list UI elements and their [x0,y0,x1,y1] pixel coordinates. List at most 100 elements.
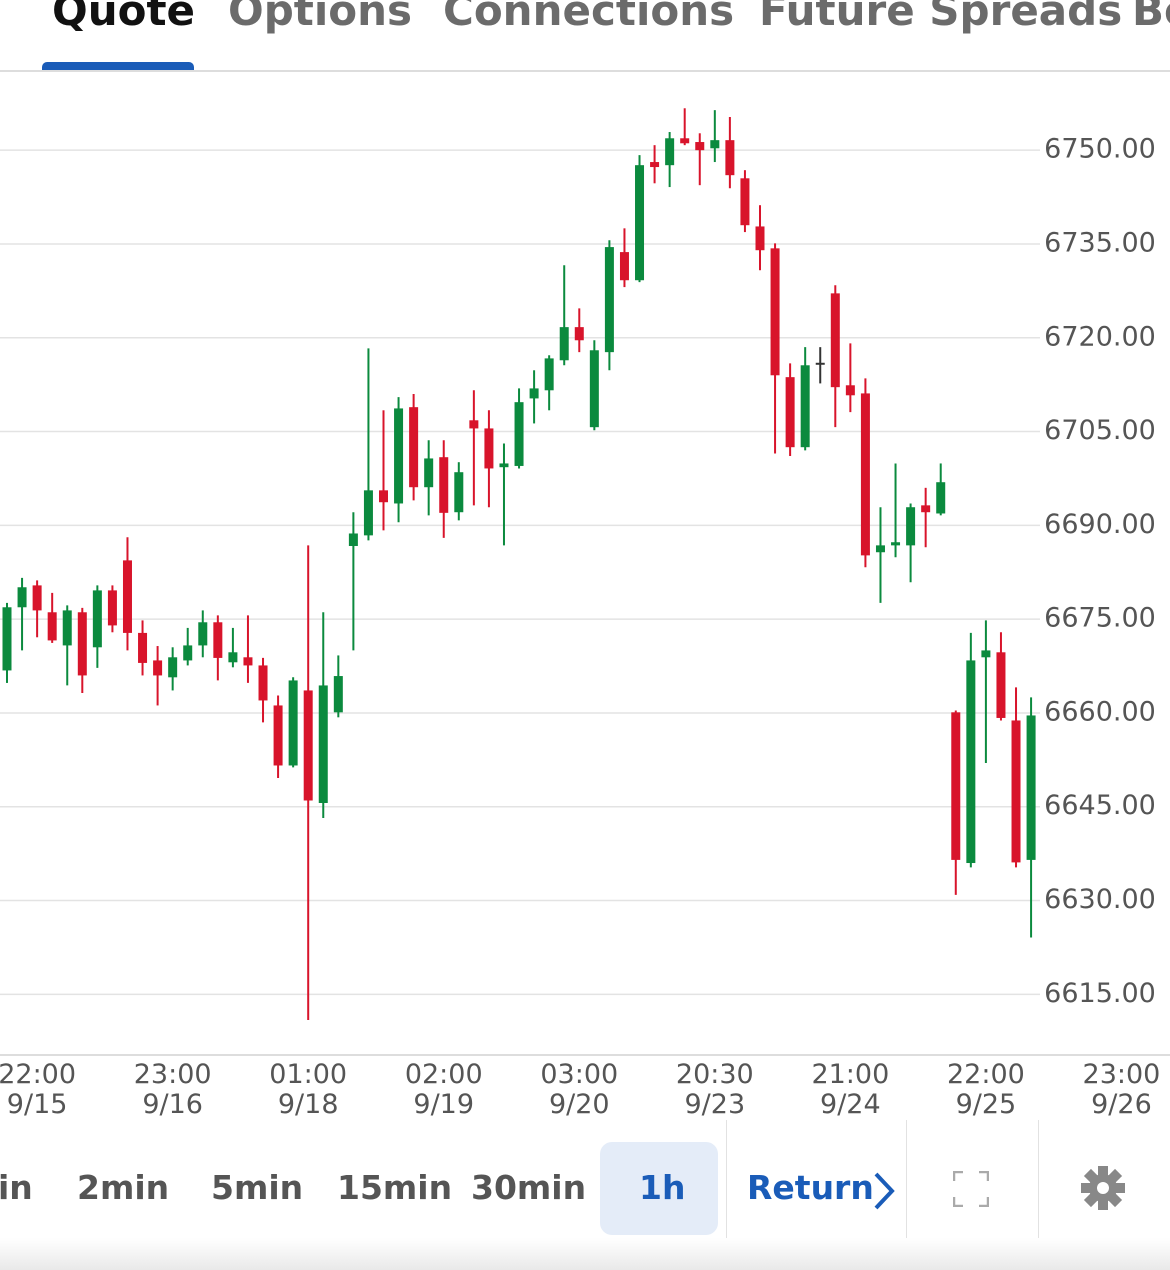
candle-body [529,388,539,399]
y-tick-label: 6660.00 [1044,696,1156,727]
y-tick-label: 6720.00 [1044,321,1156,352]
x-tick-label: 21:00 9/24 [811,1059,890,1120]
candle-body [363,490,373,536]
candle-body [845,385,855,396]
candle-body [394,408,404,504]
candle-body [348,533,358,546]
tab[interactable]: Future Spreads [759,0,1123,35]
candle-body [755,226,765,251]
candle-body [1026,715,1036,860]
candle-body [966,660,976,864]
tab-bar: Quote Options Connections Future Spreads Bo [0,0,1170,72]
candle-body [32,585,42,611]
x-tick-label: 22:00 9/25 [946,1059,1025,1120]
settings-icon[interactable] [1080,1165,1126,1211]
separator [1038,1120,1039,1260]
candle-body [303,690,313,801]
x-tick-label: 23:00 9/26 [1082,1059,1161,1120]
y-tick-label: 6705.00 [1044,415,1156,446]
x-tick-label: 02:00 9/19 [404,1059,483,1120]
y-tick-label: 6675.00 [1044,603,1156,634]
return-button[interactable]: Return [747,1168,874,1207]
candle-body [875,545,885,553]
fullscreen-icon[interactable] [953,1171,989,1207]
candle-body [921,505,931,513]
candle-body [484,428,494,469]
tab[interactable]: Quote [52,0,196,35]
y-tick-label: 6690.00 [1044,509,1156,540]
candle-body [574,327,584,341]
candle-body [499,463,509,468]
candle-body [891,542,901,546]
x-tick-label: 01:00 9/18 [269,1059,348,1120]
candle-body [168,657,178,678]
separator [906,1120,907,1260]
x-tick-label: 23:00 9/16 [133,1059,212,1120]
candle-body [107,590,117,626]
return-label[interactable]: Return [747,1168,874,1207]
candle-body [2,607,12,671]
candle-body [650,162,660,168]
candle-body [183,645,193,661]
candle-body [996,652,1006,718]
candle-body [228,652,238,663]
interval-option[interactable]: 2min [77,1168,170,1207]
y-tick-label: 6630.00 [1044,884,1156,915]
candle-body [77,612,87,676]
candle-body [981,650,991,658]
interval-option[interactable]: 1h [639,1168,686,1207]
candle-body [740,178,750,226]
candle-body [62,610,72,646]
y-tick-label: 6750.00 [1044,134,1156,165]
interval-option[interactable]: 15min [337,1168,453,1207]
candle-body [830,293,840,388]
candle-body [559,327,569,361]
candle-body [138,632,148,663]
y-tick-label: 6615.00 [1044,978,1156,1009]
tab[interactable]: Options [228,0,412,35]
y-tick-label: 6735.00 [1044,227,1156,258]
candle-body [424,458,434,488]
candle-body [770,248,780,376]
candle-body [800,365,810,448]
interval-option[interactable]: 30min [471,1168,587,1207]
tab[interactable]: Connections [443,0,735,35]
candle-body [198,622,208,646]
x-tick-label: 03:00 9/20 [540,1059,619,1120]
candle-body [409,407,419,488]
active-tab-indicator [42,62,194,72]
candle-body [153,660,163,676]
candle-body [680,138,690,144]
tab[interactable]: Bo [1132,0,1170,35]
candle-body [710,140,720,149]
chart: 6615.00 6630.00 6645.00 6660.00 6675.00 6690.… [0,108,1170,1056]
candle-body [92,590,102,648]
candle-body [379,490,388,503]
chevron-icon[interactable] [868,1170,898,1212]
x-tick-label: 20:30 9/23 [675,1059,754,1120]
candle-body [635,165,645,281]
interval-option[interactable]: in [0,1168,33,1207]
candle-body [695,142,705,151]
candle-body [122,560,132,633]
candle-body [288,680,298,766]
tab-divider [0,70,1170,72]
candle-body [47,612,57,641]
candle-body [604,247,614,353]
candle-body [514,402,524,466]
candle-body [906,507,916,546]
bottom-shadow [0,1238,1170,1270]
active-interval-bg [600,1142,718,1235]
candle-body [243,657,253,666]
candle-body [318,685,328,803]
x-tick-label: 22:00 9/15 [0,1059,77,1120]
candle-body [665,138,675,166]
candle-body [273,705,283,766]
candle-body [951,712,961,860]
interval-option[interactable]: 5min [211,1168,304,1207]
candle-body [725,140,735,176]
candle-body [936,482,946,514]
candle-body [469,420,479,429]
candle-body [589,350,599,428]
